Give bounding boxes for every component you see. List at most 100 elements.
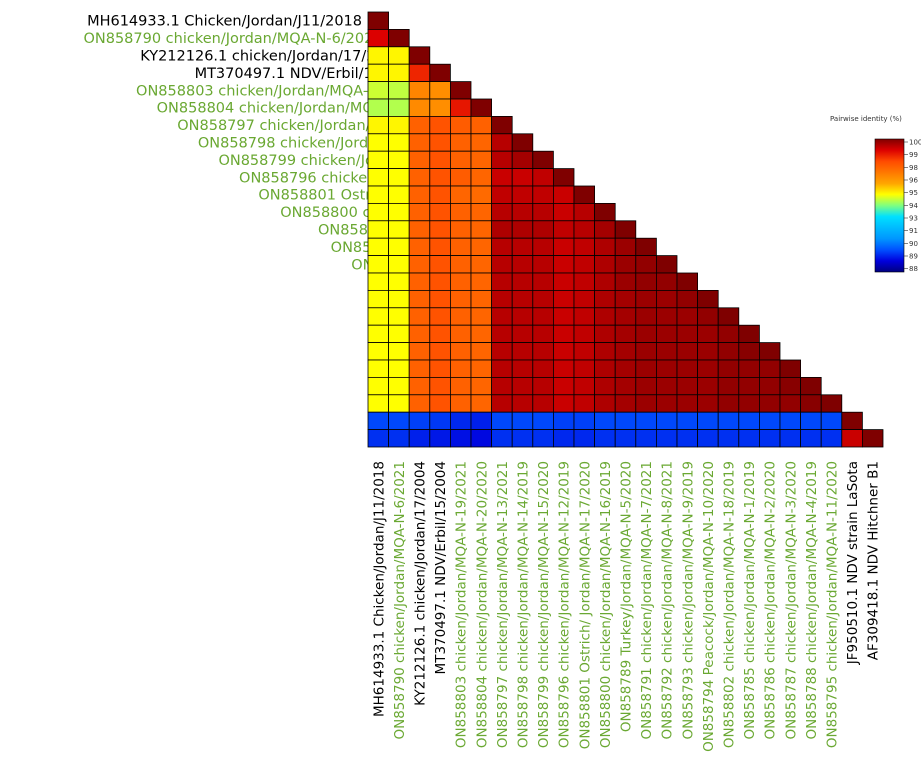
heatmap-cell — [512, 290, 533, 307]
heatmap-cell — [389, 395, 410, 412]
heatmap-cell — [492, 256, 513, 273]
heatmap-cell — [430, 64, 451, 81]
heatmap-cell — [533, 238, 554, 255]
heatmap-cell — [368, 290, 389, 307]
heatmap-cell — [574, 308, 595, 325]
heatmap-cell — [450, 82, 471, 99]
heatmap-cell — [492, 134, 513, 151]
heatmap-cell — [698, 290, 719, 307]
heatmap-cell — [656, 360, 677, 377]
heatmap-cell — [409, 256, 430, 273]
heatmap-cell — [677, 377, 698, 394]
heatmap-cell — [409, 290, 430, 307]
heatmap-cell — [430, 116, 451, 133]
heatmap-cell — [553, 186, 574, 203]
heatmap-cell — [492, 395, 513, 412]
heatmap-cell — [409, 82, 430, 99]
heatmap-cell — [450, 134, 471, 151]
heatmap-cell — [801, 395, 822, 412]
heatmap-cell — [471, 395, 492, 412]
heatmap-cell — [533, 430, 554, 447]
heatmap-cell — [759, 412, 780, 429]
heatmap-cell — [512, 412, 533, 429]
column-label: ON858804 chicken/Jordan/MQA-N-20/2020 — [474, 461, 490, 748]
heatmap-cell — [759, 430, 780, 447]
heatmap-cell — [574, 343, 595, 360]
heatmap-cell — [718, 325, 739, 342]
heatmap-cell — [615, 360, 636, 377]
heatmap-cell — [821, 430, 842, 447]
column-label: ON858787 chicken/Jordan/MQA-N-3/2020 — [783, 461, 799, 740]
legend-tick-label: 94 — [909, 202, 918, 210]
heatmap-cell — [718, 343, 739, 360]
heatmap-cell — [636, 430, 657, 447]
heatmap-cell — [368, 82, 389, 99]
heatmap-cell — [553, 343, 574, 360]
heatmap-cell — [739, 430, 760, 447]
heatmap-cell — [430, 360, 451, 377]
heatmap-cell — [471, 290, 492, 307]
heatmap-cell — [389, 169, 410, 186]
heatmap-cell — [492, 412, 513, 429]
heatmap-cell — [450, 430, 471, 447]
heatmap-cell — [533, 221, 554, 238]
heatmap-cell — [574, 221, 595, 238]
heatmap-cell — [553, 430, 574, 447]
heatmap-cell — [471, 203, 492, 220]
heatmap-cell — [409, 308, 430, 325]
heatmap-cell — [636, 360, 657, 377]
heatmap-cell — [595, 325, 616, 342]
heatmap-cell — [533, 290, 554, 307]
heatmap-cell — [780, 360, 801, 377]
column-label: ON858791 chicken/Jordan/MQA-N-7/2021 — [639, 461, 655, 740]
heatmap-cell — [677, 290, 698, 307]
heatmap-cell — [656, 430, 677, 447]
legend-tick-label: 100 — [909, 139, 921, 147]
heatmap-cell — [512, 169, 533, 186]
heatmap-cell — [759, 395, 780, 412]
heatmap-cell — [677, 430, 698, 447]
heatmap-cell — [368, 134, 389, 151]
heatmap-cell — [595, 203, 616, 220]
heatmap-cell — [471, 256, 492, 273]
heatmap-cell — [471, 238, 492, 255]
column-label: MH614933.1 Chicken/Jordan/J11/2018 — [371, 461, 387, 717]
heatmap-cell — [450, 325, 471, 342]
heatmap-cell — [389, 203, 410, 220]
column-label: JF950510.1 NDV strain LaSota — [845, 461, 861, 665]
legend-tick-label: 98 — [909, 164, 918, 172]
heatmap-cell — [595, 360, 616, 377]
legend-tick-label: 99 — [909, 151, 918, 159]
heatmap-cell — [389, 64, 410, 81]
heatmap-cell — [615, 238, 636, 255]
heatmap-cell — [595, 273, 616, 290]
heatmap-cell — [553, 377, 574, 394]
heatmap-cell — [512, 430, 533, 447]
heatmap-cell — [430, 325, 451, 342]
heatmap-cell — [698, 412, 719, 429]
row-label: ON858790 chicken/Jordan/MQA-N-6/2021 — [83, 31, 382, 47]
heatmap-cell — [595, 290, 616, 307]
heatmap-cell — [821, 395, 842, 412]
heatmap-cell — [450, 377, 471, 394]
heatmap-cell — [512, 308, 533, 325]
legend-tick-label: 95 — [909, 189, 918, 197]
legend-ticks: 100 99 98 96 95 94 93 91 90 89 88 — [904, 139, 921, 274]
heatmap-cell — [409, 47, 430, 64]
legend-tick-label: 91 — [909, 227, 918, 235]
heatmap-cell — [656, 256, 677, 273]
heatmap-cell — [636, 238, 657, 255]
heatmap-cell — [409, 169, 430, 186]
heatmap-cell — [595, 256, 616, 273]
heatmap-cell — [409, 99, 430, 116]
heatmap-cell — [492, 430, 513, 447]
heatmap-cell — [409, 203, 430, 220]
heatmap-cell — [430, 151, 451, 168]
heatmap-cell — [430, 290, 451, 307]
heatmap-cell — [389, 134, 410, 151]
column-label: ON858794 Peacock/Jordan/MQA-N-10/2020 — [701, 461, 717, 752]
heatmap-cell — [492, 290, 513, 307]
heatmap-cell — [656, 412, 677, 429]
heatmap-cell — [533, 377, 554, 394]
